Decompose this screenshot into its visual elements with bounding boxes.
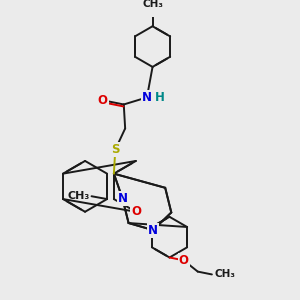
Text: O: O: [131, 205, 141, 218]
Text: N: N: [148, 224, 158, 237]
Text: N: N: [142, 91, 152, 104]
Text: CH₃: CH₃: [142, 0, 163, 9]
Text: CH₃: CH₃: [68, 191, 90, 201]
Text: N: N: [118, 192, 128, 205]
Text: CH₃: CH₃: [215, 269, 236, 279]
Text: O: O: [98, 94, 108, 107]
Text: O: O: [178, 254, 189, 267]
Text: S: S: [111, 143, 119, 156]
Text: H: H: [155, 91, 165, 104]
